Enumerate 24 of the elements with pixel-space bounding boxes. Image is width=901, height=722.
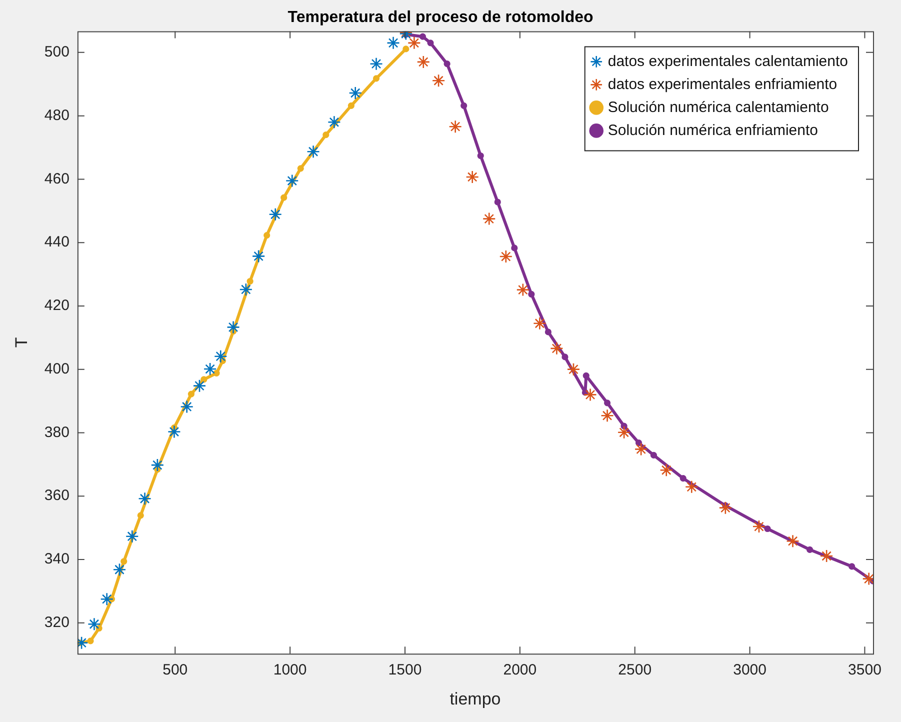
chart-title: Temperatura del proceso de rotomoldeo — [288, 9, 594, 26]
y-tick-label: 340 — [44, 550, 70, 568]
legend-label: Solución numérica enfriamiento — [608, 122, 818, 139]
y-tick-label: 500 — [44, 44, 70, 61]
x-tick-label: 2000 — [503, 662, 537, 679]
y-tick-label: 460 — [44, 170, 70, 188]
y-tick-label: 360 — [44, 487, 70, 504]
y-tick-label: 420 — [44, 297, 70, 314]
legend-label: Solución numérica calentamiento — [608, 98, 829, 116]
x-tick-label: 1500 — [388, 662, 422, 679]
x-tick-label: 3000 — [733, 662, 766, 679]
y-tick-label: 380 — [44, 424, 70, 441]
legend-label: datos experimentales calentamiento — [608, 52, 848, 70]
x-tick-label: 3500 — [848, 662, 882, 679]
x-tick-label: 1000 — [273, 662, 307, 679]
y-axis-title: T — [12, 337, 31, 348]
y-tick-label: 440 — [44, 234, 70, 251]
x-axis-title: tiempo — [450, 689, 501, 708]
y-tick-label: 320 — [44, 614, 70, 631]
x-tick-label: 500 — [162, 662, 188, 679]
legend-label: datos experimentales enfriamiento — [608, 76, 838, 93]
x-tick-label: 2500 — [618, 662, 652, 679]
y-tick-label: 480 — [44, 106, 70, 124]
y-tick-label: 400 — [44, 360, 70, 378]
